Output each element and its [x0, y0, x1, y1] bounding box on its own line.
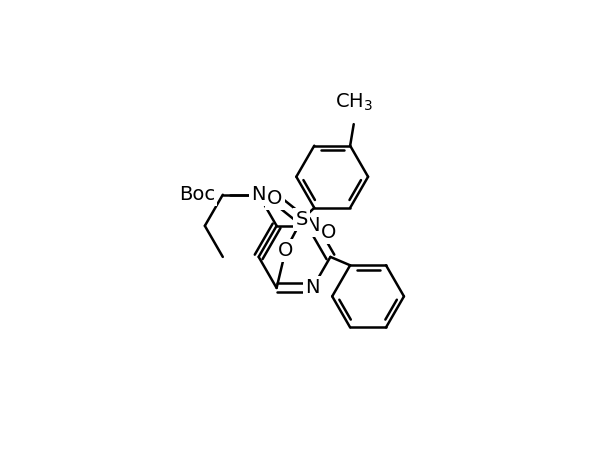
- Text: N: N: [305, 216, 320, 235]
- Text: Boc: Boc: [180, 185, 216, 204]
- Text: N: N: [305, 278, 320, 297]
- Text: O: O: [267, 189, 283, 208]
- Text: O: O: [321, 223, 336, 242]
- Text: S: S: [295, 210, 308, 229]
- Text: CH$_3$: CH$_3$: [335, 92, 373, 114]
- Text: O: O: [278, 241, 294, 260]
- Text: N: N: [252, 185, 266, 204]
